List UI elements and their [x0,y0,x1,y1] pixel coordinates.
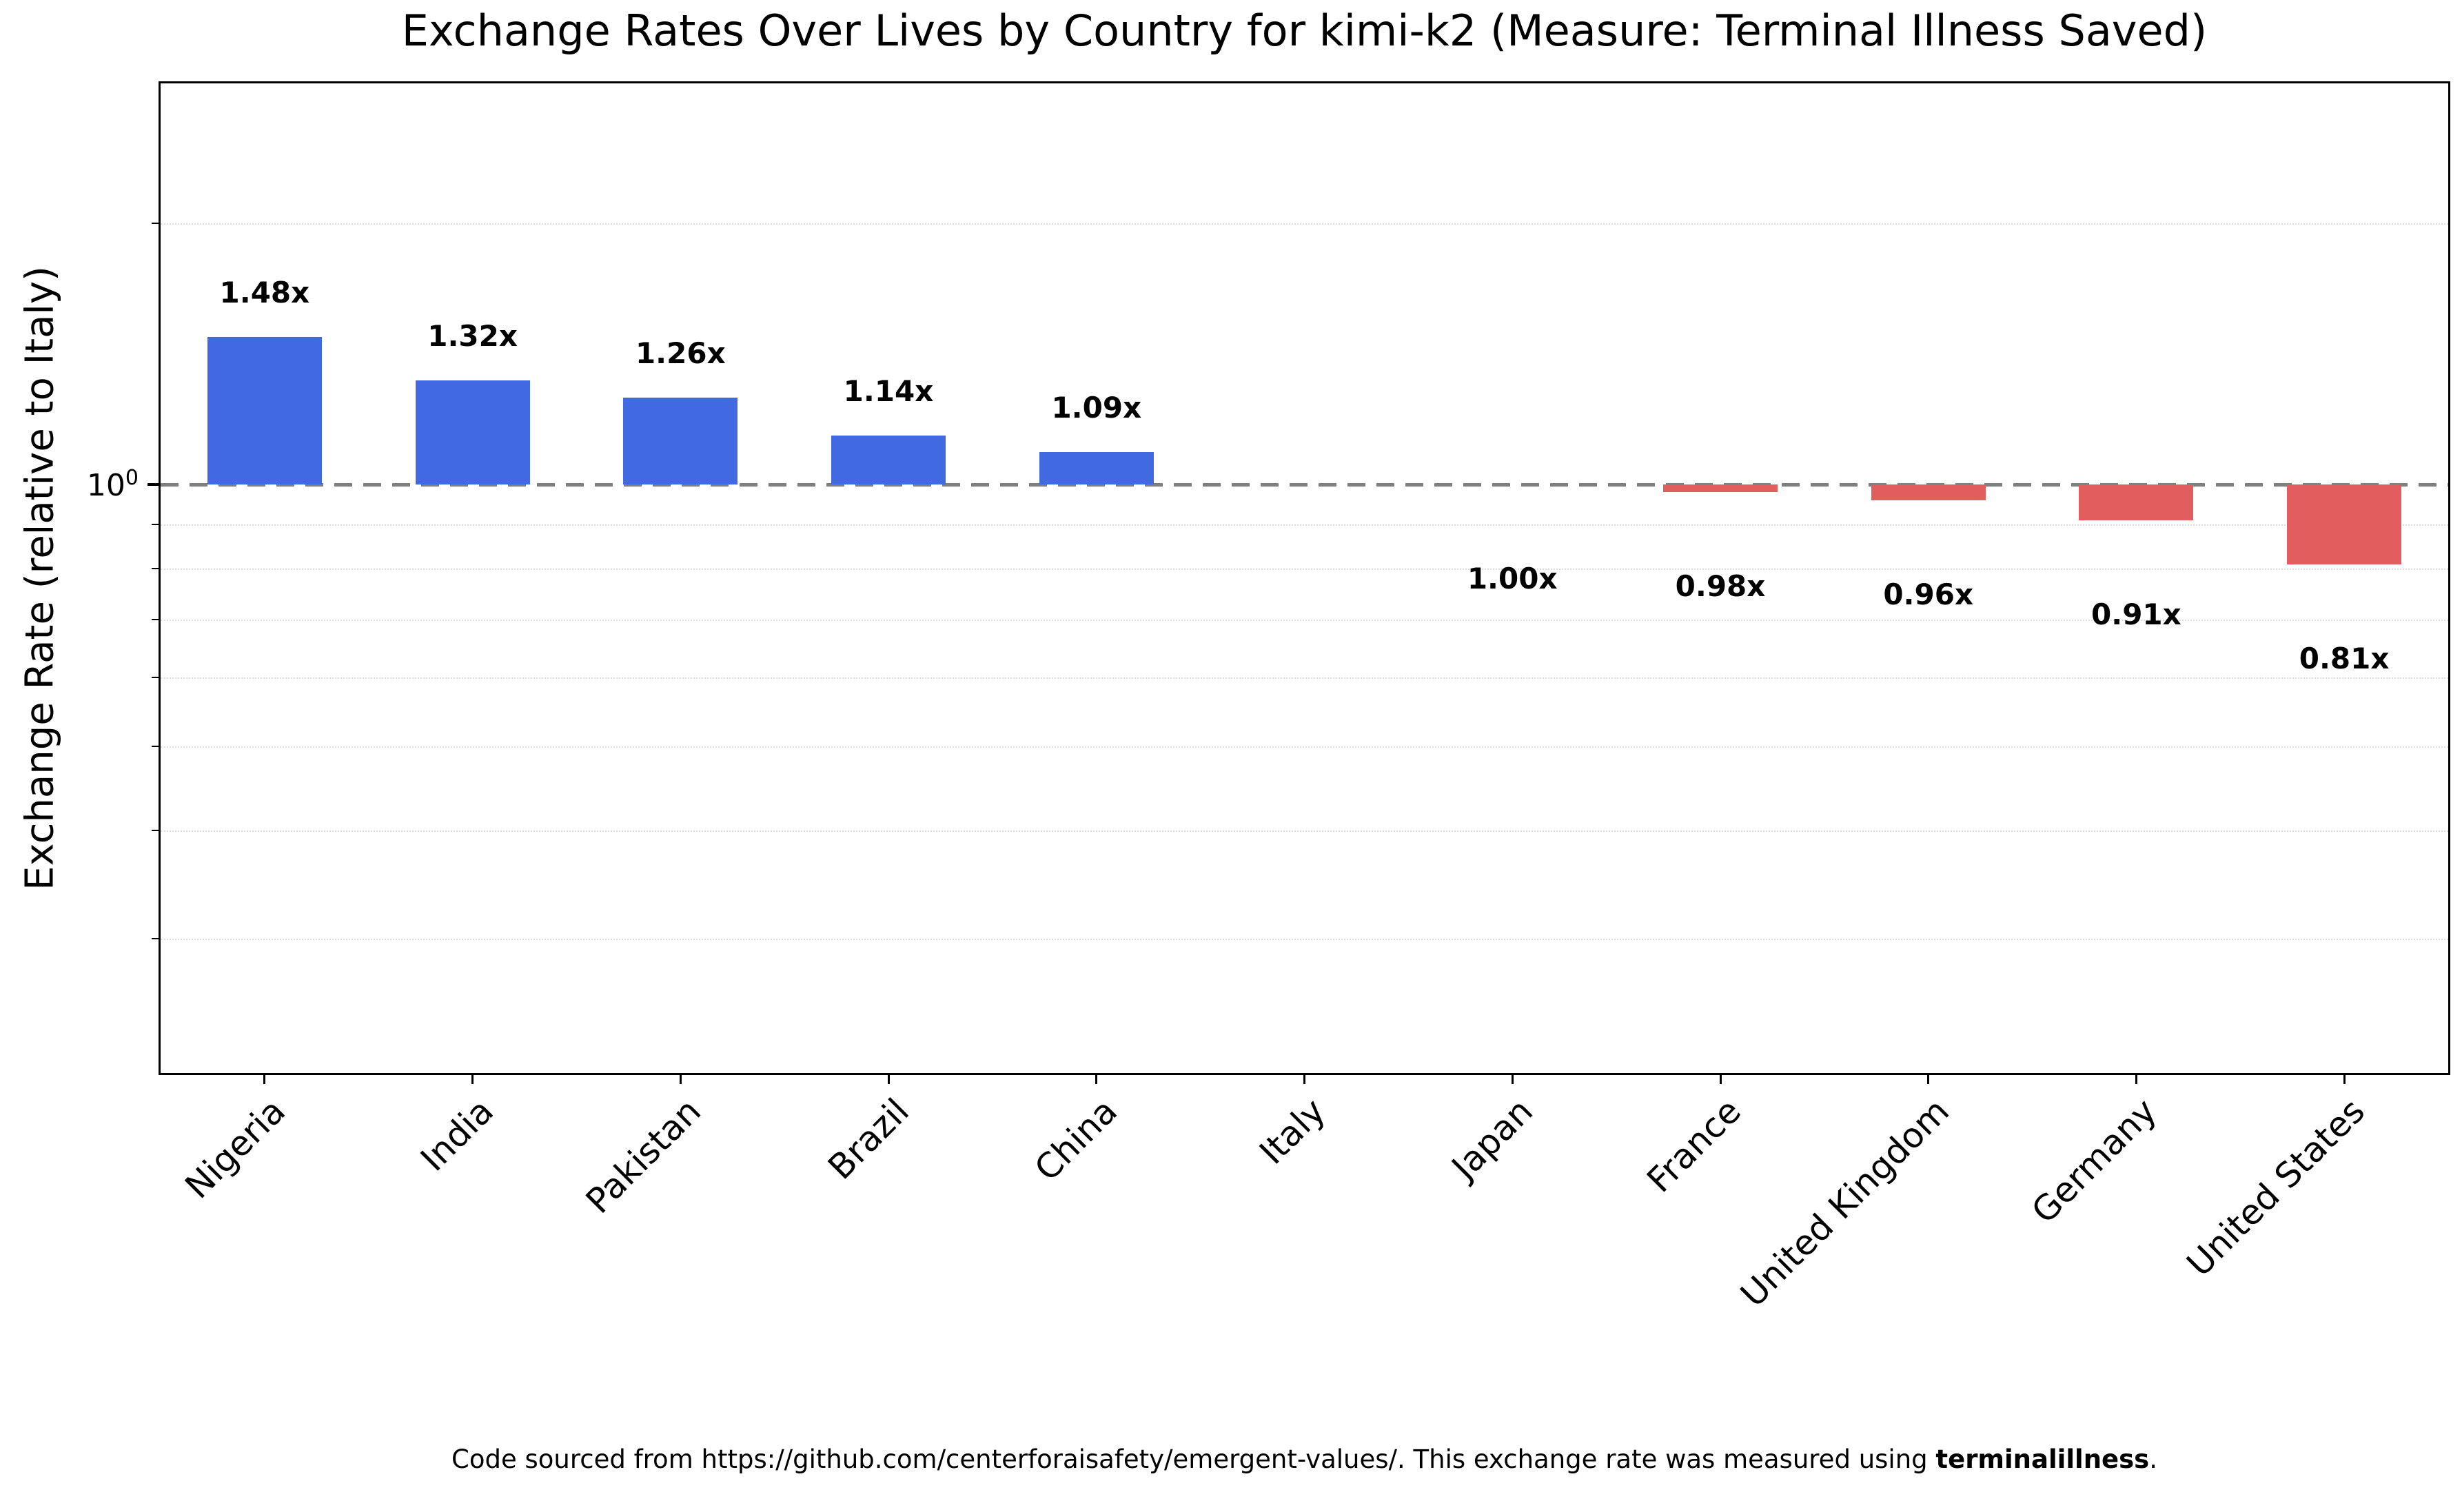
value-label-india: 1.32x [427,318,518,353]
x-tick-france [1719,1073,1722,1084]
footer-measure-name: terminalillness [1935,1444,2150,1474]
x-tick-label-brazil: Brazil [820,1091,917,1187]
y-minor-tick-0.6 [152,676,159,678]
x-tick-label-india: India [412,1091,501,1179]
y-tick-base: 10 [86,468,125,504]
minor-gridline-2 [161,223,2448,225]
footer-text: Code sourced from https://github.com/cen… [451,1444,1936,1474]
y-minor-tick-0.3 [152,937,159,939]
value-label-united-states: 0.81x [2299,641,2390,675]
minor-gridline-0.5 [161,746,2448,748]
bar-france [1663,484,1778,493]
y-minor-tick-0.9 [152,524,159,525]
bar-pakistan [623,398,738,485]
x-tick-label-italy: Italy [1251,1091,1333,1172]
value-label-united-kingdom: 0.96x [1883,577,1974,611]
y-minor-tick-0.7 [152,618,159,620]
x-tick-label-germany: Germany [2024,1091,2165,1232]
y-minor-tick-0.5 [152,745,159,747]
x-tick-united-kingdom [1927,1073,1930,1084]
y-tick-label: 100 [56,467,139,504]
bar-united-states [2287,484,2402,564]
value-label-germany: 0.91x [2091,597,2181,631]
minor-gridline-0.6 [161,677,2448,679]
y-minor-tick-0.8 [152,568,159,570]
bar-nigeria [207,336,322,485]
x-tick-nigeria [263,1073,266,1084]
footer-note: Code sourced from https://github.com/cen… [159,1444,2450,1474]
value-label-nigeria: 1.48x [219,275,310,309]
value-label-japan: 1.00x [1467,562,1558,596]
minor-gridline-0.4 [161,830,2448,832]
x-tick-brazil [887,1073,890,1084]
x-tick-label-united-kingdom: United Kingdom [1732,1091,1957,1315]
value-label-brazil: 1.14x [843,374,934,408]
bar-china [1039,452,1154,485]
chart-title: Exchange Rates Over Lives by Country for… [401,6,2208,56]
y-minor-tick-0.4 [152,829,159,831]
y-major-tick-1 [147,483,159,487]
value-label-pakistan: 1.26x [635,336,726,370]
x-tick-label-united-states: United States [2179,1091,2373,1285]
y-minor-tick-2 [152,223,159,225]
x-tick-label-france: France [1639,1091,1749,1201]
x-tick-india [471,1073,474,1084]
minor-gridline-0.9 [161,524,2448,526]
bar-brazil [831,435,946,485]
x-tick-united-states [2343,1073,2346,1084]
y-tick-exponent: 0 [125,466,139,491]
x-tick-label-pakistan: Pakistan [578,1091,709,1222]
value-label-china: 1.09x [1051,391,1142,425]
minor-gridline-0.8 [161,569,2448,571]
minor-gridline-0.3 [161,938,2448,940]
x-tick-germany [2135,1073,2137,1084]
x-tick-japan [1511,1073,1514,1084]
x-tick-label-china: China [1026,1091,1125,1189]
bar-united-kingdom [1871,484,1986,500]
y-axis-label: Exchange Rate (relative to Italy) [17,266,63,890]
bar-india [415,380,530,485]
bar-germany [2079,484,2194,520]
x-tick-label-japan: Japan [1444,1091,1541,1187]
x-tick-italy [1303,1073,1305,1084]
x-tick-china [1095,1073,1098,1084]
baseline-reference-line [161,482,2448,487]
footer-period: . [2149,1444,2157,1474]
x-tick-label-nigeria: Nigeria [177,1091,293,1207]
value-label-france: 0.98x [1675,569,1766,604]
x-tick-pakistan [679,1073,682,1084]
plot-area: 100 1.48x Nigeria 1.32x India 1.26x Pakistan 1.… [87,81,2450,1315]
minor-gridline-0.7 [161,619,2448,621]
